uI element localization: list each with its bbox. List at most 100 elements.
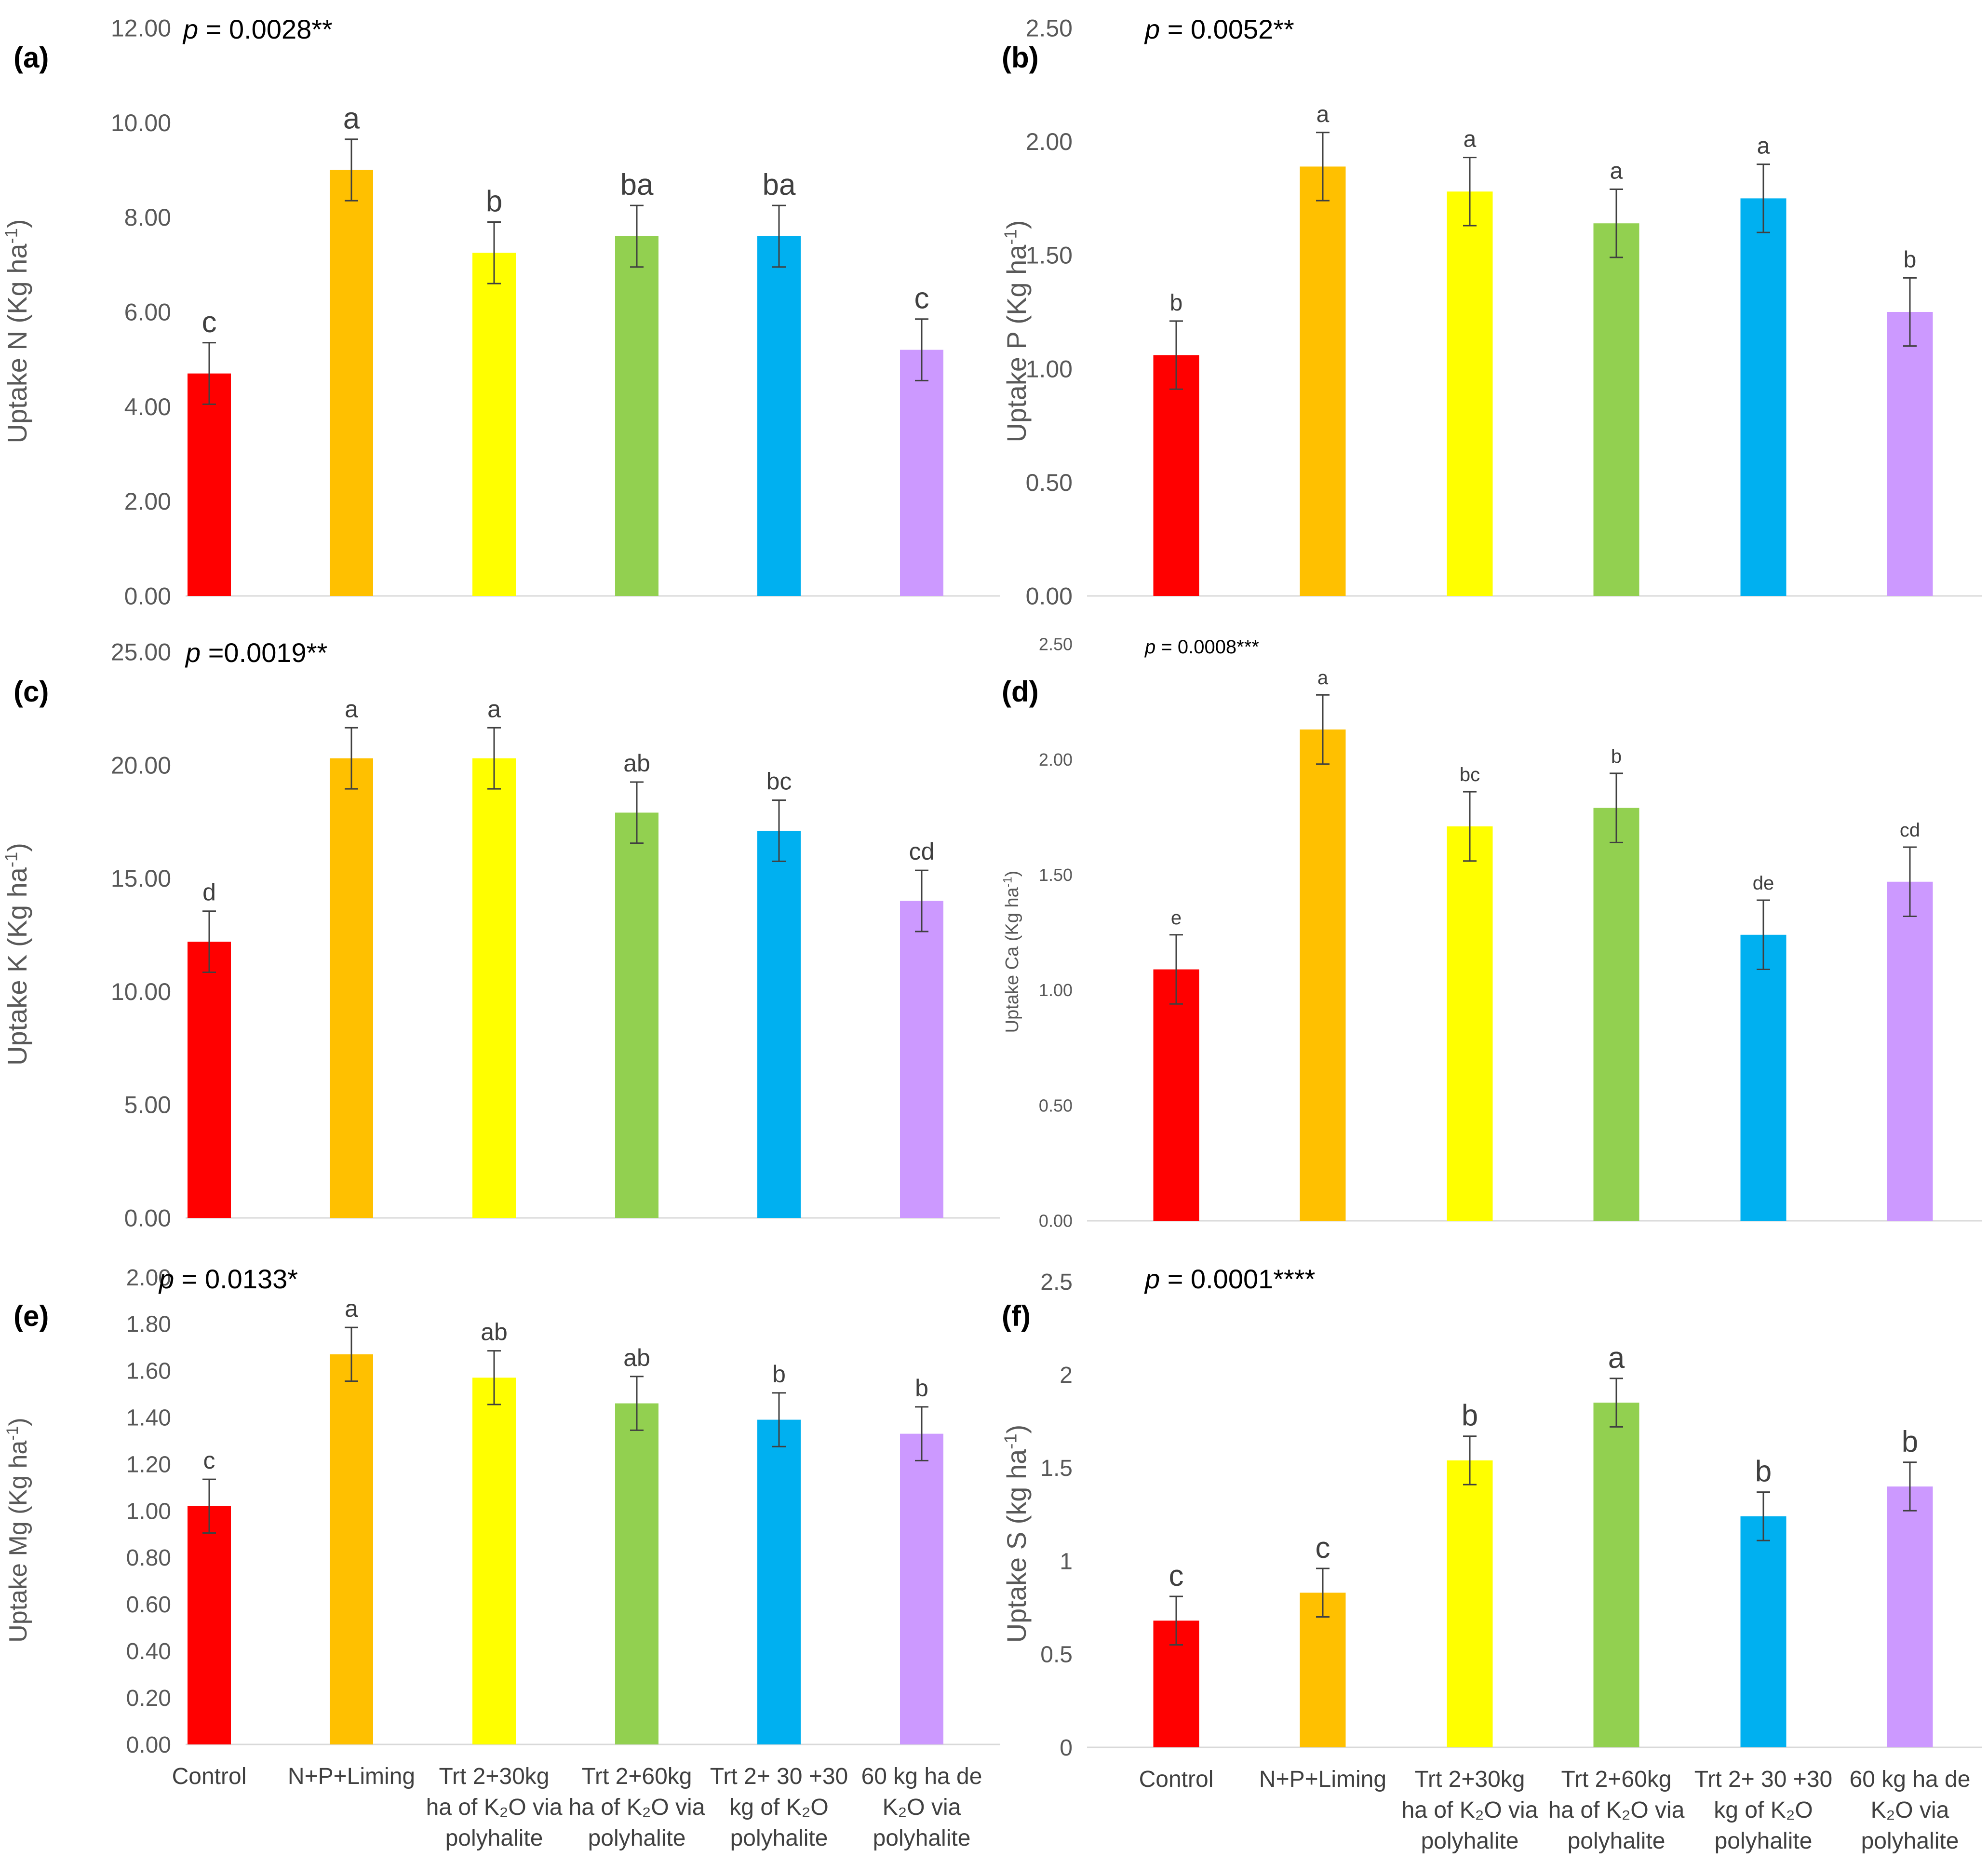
significance-letter: b: [915, 1375, 928, 1402]
panel-label: (f): [1002, 1300, 1031, 1332]
y-tick-label: 2.50: [1039, 635, 1073, 654]
y-tick-label: 10.00: [111, 978, 171, 1005]
y-tick-label: 2.00: [126, 1265, 171, 1291]
significance-letter: e: [1171, 907, 1182, 929]
significance-letter: a: [1316, 102, 1330, 127]
y-tick-label: 10.00: [111, 109, 171, 136]
y-tick-label: 0.00: [1039, 1211, 1073, 1231]
y-tick-label: 2.00: [1026, 128, 1073, 155]
y-tick-label: 0.00: [1026, 583, 1073, 610]
significance-letter: bc: [1460, 764, 1480, 785]
bar: [330, 758, 373, 1218]
significance-letter: b: [1902, 1425, 1918, 1459]
bar: [900, 1433, 943, 1744]
significance-letter: a: [487, 695, 501, 722]
y-axis-label: Uptake Mg (Kg ha-1): [3, 1418, 32, 1643]
y-tick-label: 1.40: [126, 1405, 171, 1431]
significance-letter: a: [1317, 667, 1329, 689]
bar: [900, 350, 943, 596]
bar: [1887, 1486, 1933, 1747]
panel-label: (b): [1002, 41, 1039, 74]
bar: [472, 253, 516, 596]
panel-label: (c): [13, 675, 49, 708]
y-tick-label: 15.00: [111, 865, 171, 892]
p-value-annotation: p =0.0019**: [185, 637, 327, 668]
bar: [900, 901, 943, 1218]
significance-letter: c: [914, 282, 929, 315]
significance-letter: c: [1316, 1531, 1330, 1565]
y-tick-label: 0.80: [126, 1545, 171, 1571]
y-tick-label: 0.40: [126, 1639, 171, 1664]
x-category-label: 60 kg ha de K₂O via polyhalite: [1850, 1767, 1971, 1854]
significance-letter: c: [1169, 1559, 1184, 1593]
y-axis-label: Uptake S (kg ha-1): [1000, 1425, 1032, 1643]
bar: [330, 1354, 373, 1744]
y-tick-label: 1.20: [126, 1452, 171, 1477]
y-tick-label: 2.00: [1039, 750, 1073, 770]
y-tick-label: 0.5: [1040, 1642, 1073, 1668]
significance-letter: ba: [620, 168, 654, 202]
significance-letter: cd: [909, 838, 935, 865]
x-category-label: Trt 2+60kg ha of K₂O via polyhalite: [1548, 1767, 1685, 1854]
significance-letter: a: [345, 695, 358, 722]
bar: [188, 1506, 231, 1744]
bar: [1300, 1593, 1346, 1747]
y-axis-label: Uptake K (Kg ha-1): [1, 843, 32, 1066]
y-tick-label: 0.20: [126, 1686, 171, 1711]
y-tick-label: 25.00: [111, 639, 171, 666]
significance-letter: ab: [623, 1344, 650, 1371]
panel-label: (a): [13, 41, 49, 74]
bar: [1887, 312, 1933, 596]
y-tick-label: 0.00: [126, 1732, 171, 1758]
bar: [1740, 934, 1787, 1221]
y-tick-label: 6.00: [124, 299, 171, 326]
y-tick-label: 1.50: [1026, 242, 1073, 269]
bar: [615, 812, 658, 1218]
bar: [757, 830, 801, 1218]
bar: [188, 942, 231, 1218]
y-tick-label: 4.00: [124, 393, 171, 420]
x-category-label: Control: [172, 1764, 247, 1789]
chart-panel-e: 0.00 0.20 0.40 0.60 0.80 1.00 1.20 1.40 1.60 1.80…: [3, 1264, 1000, 1851]
significance-letter: ab: [623, 750, 650, 777]
y-tick-label: 1.5: [1040, 1456, 1073, 1481]
y-tick-label: 1.50: [1039, 865, 1073, 885]
panel-label: (d): [1002, 675, 1039, 708]
x-category-label: Control: [1139, 1767, 1214, 1792]
bar: [1300, 729, 1346, 1221]
y-tick-label: 2.50: [1026, 15, 1073, 42]
significance-letter: c: [203, 1447, 215, 1474]
significance-letter: b: [1755, 1455, 1772, 1488]
bar: [1593, 808, 1639, 1221]
x-category-label: Trt 2+30kg ha of K₂O via polyhalite: [426, 1764, 563, 1851]
x-category-label: N+P+Liming: [288, 1764, 415, 1789]
y-tick-label: 2: [1060, 1363, 1073, 1388]
significance-letter: b: [772, 1361, 786, 1388]
chart-panel-b: 0.00 0.50 1.00 1.50 2.00 2.50 Uptake P (Kg ha-…: [1000, 14, 1982, 610]
y-tick-label: 0.50: [1026, 469, 1073, 496]
x-category-label: Trt 2+60kg ha of K₂O via polyhalite: [569, 1764, 705, 1851]
bar: [1593, 223, 1639, 596]
significance-letter: a: [1757, 134, 1770, 159]
significance-letter: b: [486, 185, 502, 218]
y-tick-label: 1.00: [1026, 355, 1073, 382]
chart-panel-d: 0.00 0.50 1.00 1.50 2.00 2.50 Uptake Ca (Kg ha…: [1002, 635, 1982, 1231]
significance-letter: bc: [766, 768, 792, 795]
y-tick-label: 1.00: [1039, 980, 1073, 1000]
p-value-annotation: p = 0.0001****: [1144, 1264, 1315, 1294]
bar: [330, 170, 373, 596]
significance-letter: de: [1753, 873, 1774, 894]
significance-letter: ab: [481, 1319, 508, 1346]
y-tick-label: 0: [1060, 1735, 1073, 1761]
significance-letter: c: [202, 306, 217, 339]
y-tick-label: 12.00: [111, 15, 171, 42]
y-axis-label: Uptake P (Kg ha-1): [1000, 220, 1032, 443]
bar: [615, 1403, 658, 1744]
significance-letter: a: [1608, 1341, 1625, 1375]
panel-label: (e): [13, 1300, 49, 1332]
chart-panel-c: 0.00 5.00 10.00 15.00 20.00 25.00 Uptake K (Kg…: [1, 637, 1000, 1232]
y-tick-label: 0.60: [126, 1592, 171, 1618]
bar: [472, 1378, 516, 1744]
y-tick-label: 0.00: [124, 1205, 171, 1232]
